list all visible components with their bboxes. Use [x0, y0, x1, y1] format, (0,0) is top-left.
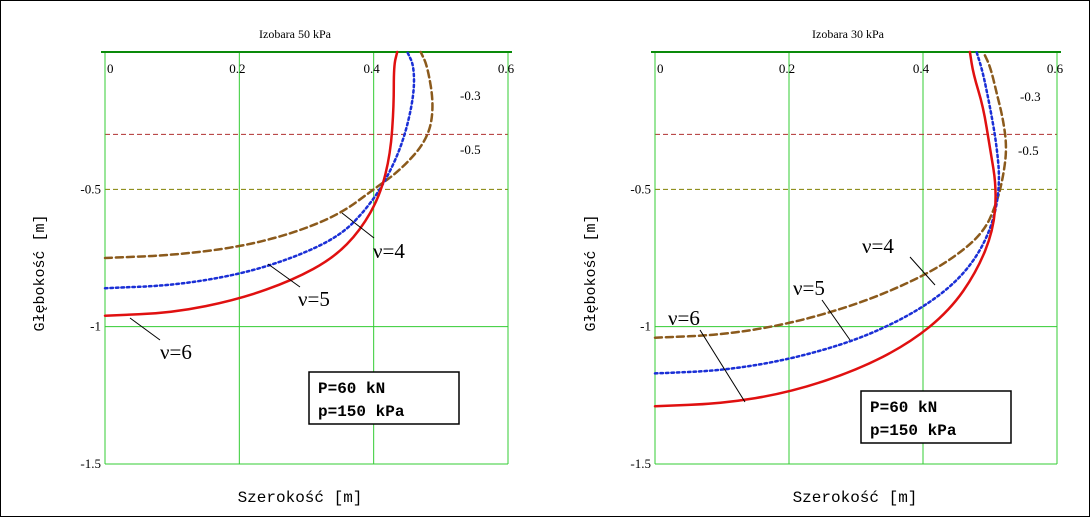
x-tick-label: 0.2: [779, 61, 795, 76]
x-tick-label: 0.6: [498, 61, 515, 76]
y-tick-labels: -0.5 -1 -1.5: [630, 181, 651, 471]
series-lines: [103, 50, 434, 317]
x-tick-label: 0.4: [913, 61, 930, 76]
chart-izobara-30: Izobara 30 kPa 0 0.2 0.4 0.6 -0.5 -1 -1.5 -0.…: [583, 27, 1064, 507]
y-tick-labels: -0.5 -1 -1.5: [80, 181, 101, 471]
x-tick-label: 0.2: [229, 61, 245, 76]
series-line-ν=5: [103, 50, 416, 290]
reference-lines: [105, 133, 508, 190]
callout-nu5: [267, 263, 301, 288]
ref-label-0.5: -0.5: [1018, 143, 1039, 158]
y-axis-label: Głębokość [m]: [583, 214, 600, 331]
x-axis-label: Szerokość [m]: [793, 489, 918, 507]
y-axis-label: Głębokość [m]: [32, 214, 49, 331]
callout-nu6: [129, 317, 161, 341]
y-tick-label: -0.5: [630, 181, 651, 196]
annotation-force: P=60 kN: [870, 399, 937, 417]
reference-lines: [655, 133, 1057, 190]
axes: [101, 51, 512, 465]
series-line-ν=6: [653, 50, 997, 408]
series-line-ν=4: [653, 50, 1008, 339]
chart-title: Izobara 50 kPa: [259, 27, 332, 41]
annotation-box: [860, 390, 1012, 444]
annotation-pressure: p=150 kPa: [870, 422, 957, 440]
label-nu6: ν=6: [668, 306, 700, 330]
callout-nu5: [821, 299, 851, 341]
label-nu6: ν=6: [160, 340, 192, 364]
label-nu5: ν=5: [298, 287, 330, 311]
x-tick-labels: 0 0.2 0.4 0.6: [657, 61, 1064, 76]
series-lines: [653, 50, 1008, 408]
x-tick-label: 0: [107, 61, 114, 76]
annotation-pressure: p=150 kPa: [318, 403, 405, 421]
series-line-ν=4: [103, 50, 434, 260]
y-tick-label: -1: [640, 319, 651, 334]
ref-label-0.3: -0.3: [460, 88, 481, 103]
y-tick-label: -1.5: [80, 456, 101, 471]
ref-label-0.5: -0.5: [460, 142, 481, 157]
x-tick-label: 0.6: [1047, 61, 1064, 76]
x-tick-label: 0: [657, 61, 664, 76]
series-line-ν=5: [653, 50, 1001, 375]
callout-nu4: [341, 212, 375, 239]
annotation-box: [308, 371, 460, 425]
label-nu4: ν=4: [373, 239, 405, 263]
y-tick-label: -0.5: [80, 181, 101, 196]
callout-nu4: [909, 256, 936, 286]
ref-label-0.3: -0.3: [1020, 89, 1041, 104]
chart-title: Izobara 30 kPa: [812, 27, 885, 41]
label-nu4: ν=4: [862, 234, 894, 258]
label-nu5: ν=5: [793, 276, 825, 300]
x-tick-label: 0.4: [364, 61, 381, 76]
axes: [651, 51, 1061, 465]
y-tick-label: -1: [90, 319, 101, 334]
y-tick-label: -1.5: [630, 456, 651, 471]
chart-izobara-50: Izobara 50 kPa 0 0.2 0.4 0.6 -0.5 -1 -1.5 -0.…: [32, 27, 515, 507]
x-tick-labels: 0 0.2 0.4 0.6: [107, 61, 515, 76]
callout-nu6: [699, 329, 746, 403]
annotation-force: P=60 kN: [318, 380, 385, 398]
x-axis-label: Szerokość [m]: [238, 489, 363, 507]
series-line-ν=6: [103, 50, 399, 317]
